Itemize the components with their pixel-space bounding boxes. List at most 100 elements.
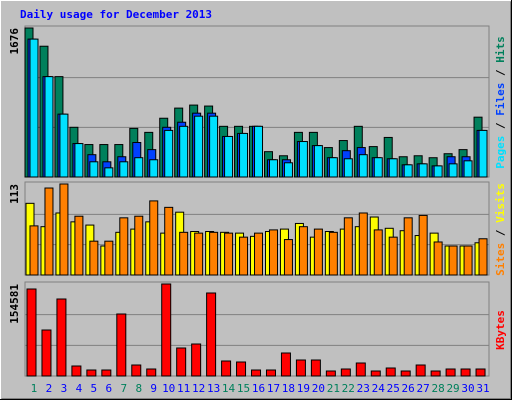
x-tick-label: 9 [150,382,157,395]
bar [59,113,69,178]
x-tick-label: 25 [387,382,400,395]
legend: Sites / Visits [494,183,507,276]
bar [445,368,456,377]
bar [164,206,174,276]
x-tick-label: 26 [402,382,415,395]
bar [146,368,157,377]
x-tick-label: 24 [372,382,386,395]
bar [325,370,336,377]
bar [475,368,486,377]
x-tick-label: 4 [76,382,83,395]
bar [268,159,278,178]
bar [388,158,398,178]
x-tick-label: 15 [237,382,250,395]
bar [418,163,428,178]
bar [433,241,443,276]
bar [134,215,144,276]
bar [134,157,144,178]
legend-entry: Sites [494,243,507,276]
bar [448,245,458,276]
bar [251,369,262,377]
bar [310,359,321,377]
bar [355,362,366,377]
bar [358,154,368,178]
bar [44,76,54,178]
bar [194,115,204,178]
x-tick-label: 21 [327,382,340,395]
bar [26,288,37,377]
y-tick-label: 154581 [8,284,21,324]
bar [430,370,441,377]
bar [206,292,217,377]
bar [328,157,338,178]
chart-title: Daily usage for December 2013 [20,8,212,21]
bar [104,167,114,178]
bar [131,364,142,377]
bar [86,369,97,377]
bar [89,161,99,178]
bar [403,217,413,276]
bar [29,38,39,178]
bar [194,232,204,276]
bar [209,115,219,178]
x-tick-label: 17 [267,382,280,395]
bar [44,187,54,276]
bar [283,239,293,276]
bar [265,369,276,377]
bar [179,231,189,276]
bar [236,361,247,377]
bar [239,236,249,276]
legend-separator: / [494,223,507,243]
x-tick-label: 28 [431,382,444,395]
x-tick-label: 5 [91,382,98,395]
bar [74,215,84,276]
y-tick-label: 113 [8,184,21,204]
bar [179,125,189,178]
x-tick-label: 12 [192,382,205,395]
x-tick-label: 14 [222,382,236,395]
bar [295,359,306,377]
bar [101,369,112,377]
bar [298,226,308,276]
x-tick-label: 16 [252,382,265,395]
x-tick-label: 19 [297,382,310,395]
bar [239,132,249,178]
bar [403,164,413,178]
bar [358,212,368,276]
legend-entry: Hits [494,36,507,63]
x-tick-label: 8 [135,382,142,395]
bar [433,165,443,178]
legend-entry: Pages [494,136,507,169]
bar [164,129,174,178]
legend-entry: Files [494,83,507,116]
x-tick-label: 11 [177,382,190,395]
bar [385,367,396,377]
x-tick-label: 10 [162,382,175,395]
x-tick-label: 3 [61,382,68,395]
bar [343,217,353,276]
bar [71,365,82,377]
x-tick-label: 13 [207,382,220,395]
x-tick-label: 22 [342,382,355,395]
bar [224,135,234,178]
legend: Pages / Files / Hits [494,36,507,169]
legend: KBytes [494,310,507,350]
x-tick-label: 23 [357,382,370,395]
bar [119,161,129,178]
bar [343,158,353,178]
bar [41,329,52,377]
bar [176,347,187,377]
bar [328,231,338,276]
bar [221,360,232,377]
bar [149,159,159,178]
x-tick-label: 30 [461,382,474,395]
bar [463,245,473,276]
bar [29,225,39,276]
bar [119,217,129,276]
bar [460,368,471,377]
bar [400,370,411,377]
bar [116,313,127,377]
x-tick-label: 18 [282,382,295,395]
